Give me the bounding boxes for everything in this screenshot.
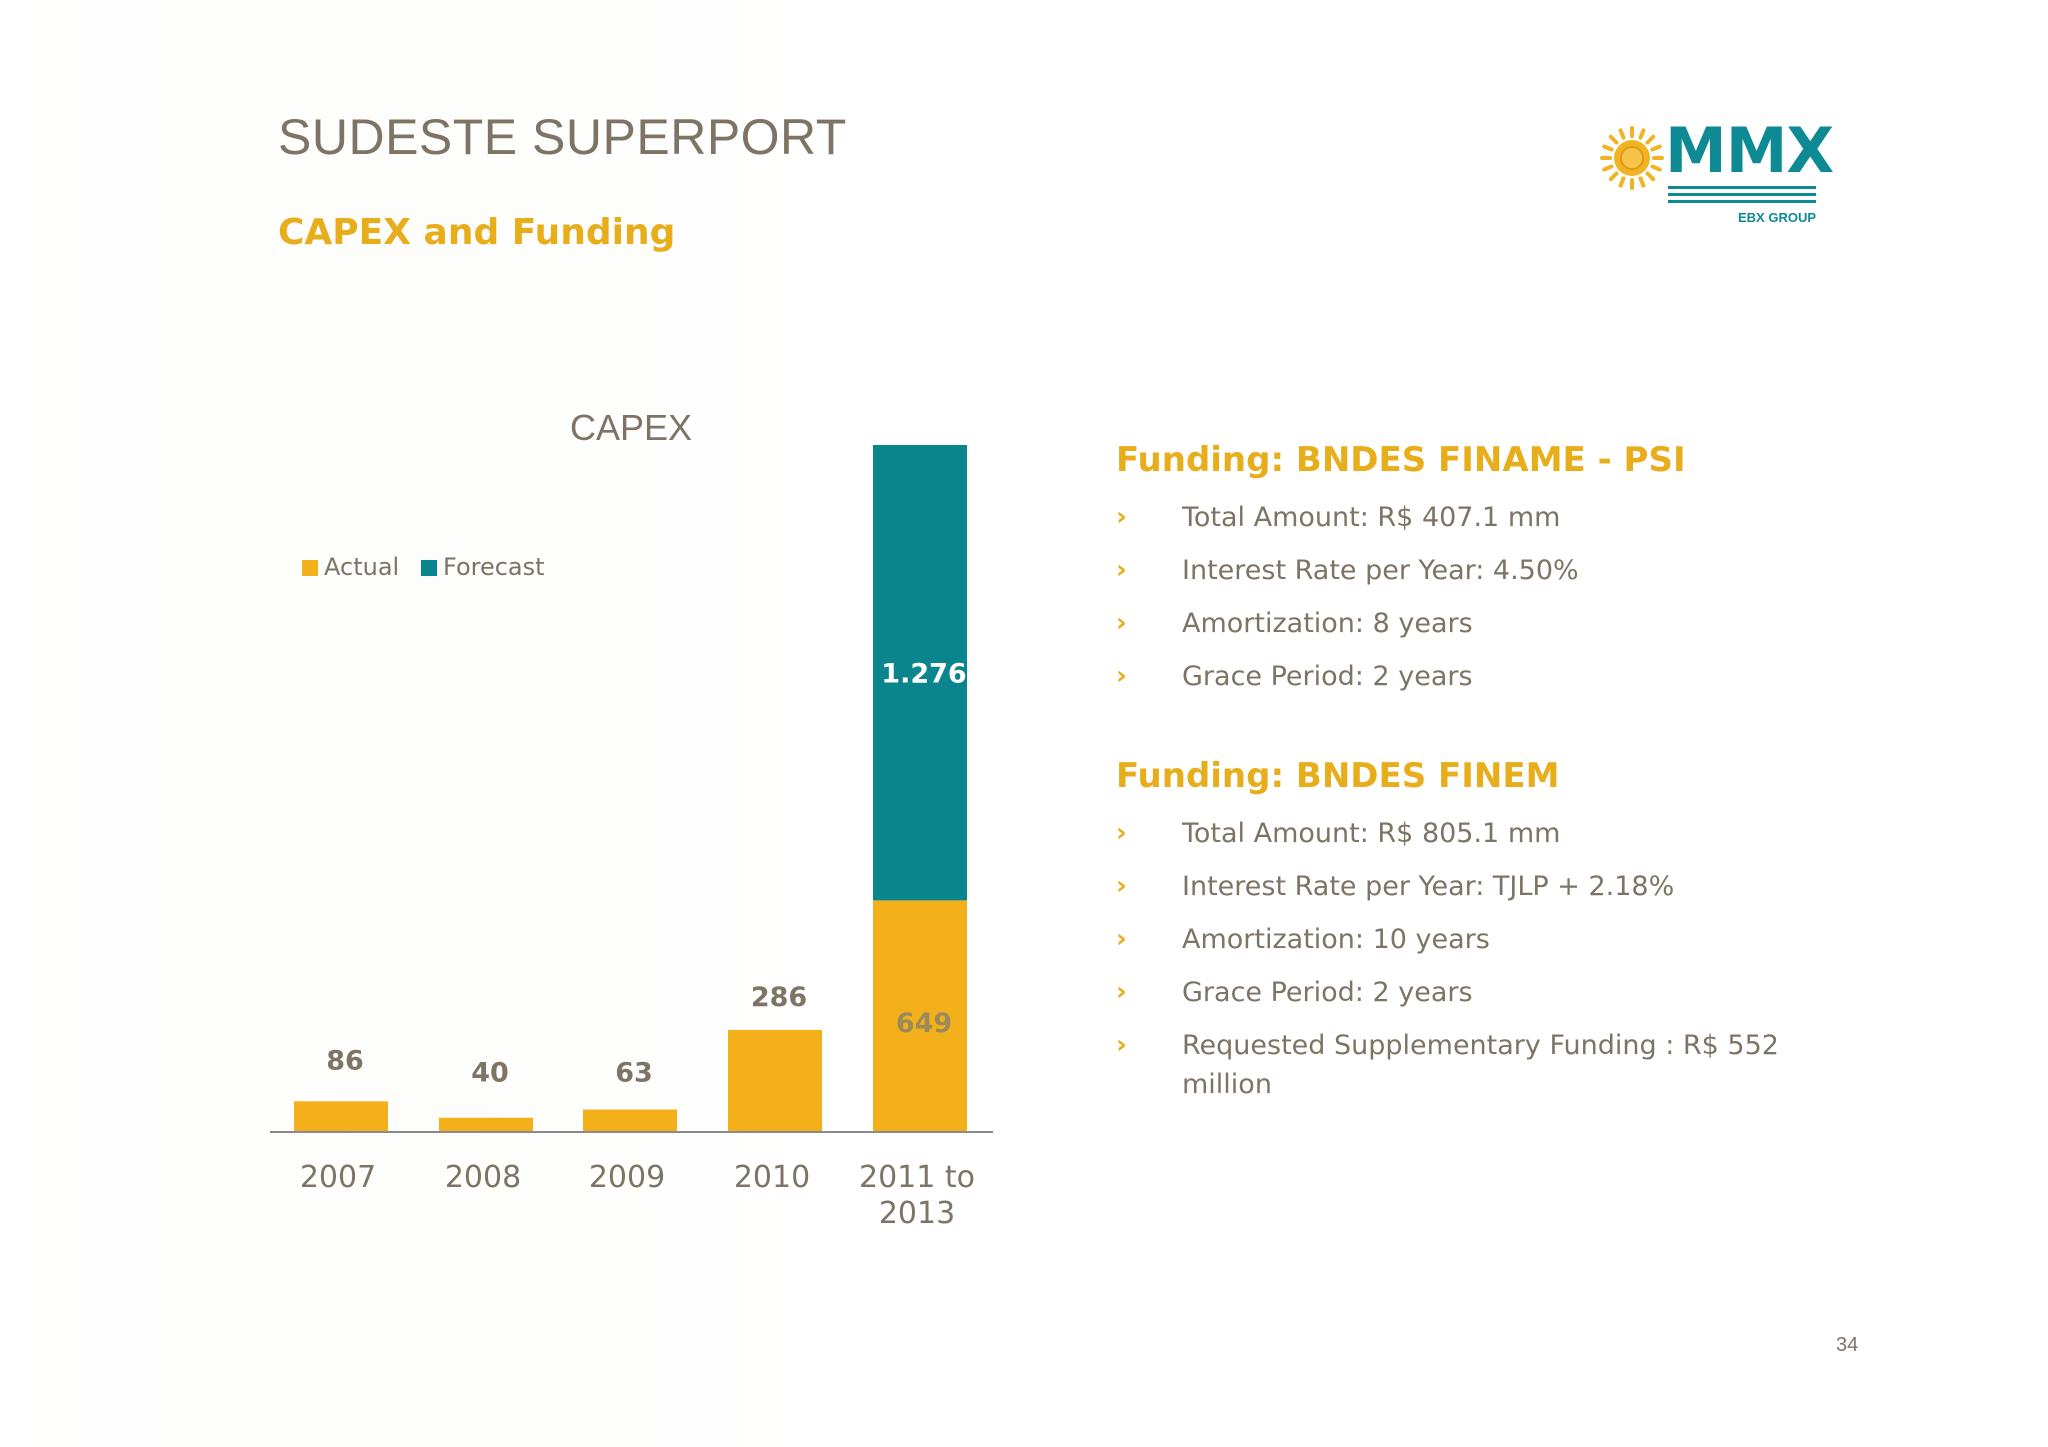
x-tick-label: 2013 xyxy=(879,1196,955,1231)
funding-section-finame: Funding: BNDES FINAME - PSI › Total Amoun… xyxy=(1116,440,1876,696)
x-tick-label: 2008 xyxy=(445,1160,521,1195)
x-tick-label: 2009 xyxy=(589,1160,665,1195)
x-tick-label: 2011 to xyxy=(859,1160,975,1195)
funding-panel: Funding: BNDES FINAME - PSI › Total Amoun… xyxy=(1116,440,1876,1118)
funding-title: Funding: BNDES FINAME - PSI xyxy=(1116,440,1686,480)
list-item-text: Interest Rate per Year: TJLP + 2.18% xyxy=(1182,871,1675,902)
x-tick-label: 2010 xyxy=(734,1160,810,1195)
chevron-right-icon: › xyxy=(1116,555,1127,585)
legend-label-actual: Actual xyxy=(324,553,399,581)
chart-title: CAPEX xyxy=(570,407,692,448)
list-item-text: Total Amount: R$ 805.1 mm xyxy=(1182,818,1561,849)
chevron-right-icon: › xyxy=(1116,608,1127,638)
page-subtitle: CAPEX and Funding xyxy=(278,212,676,253)
chevron-right-icon: › xyxy=(1116,977,1127,1007)
list-item-text: Grace Period: 2 years xyxy=(1182,977,1473,1008)
funding-title: Funding: BNDES FINEM xyxy=(1116,756,1560,796)
chevron-right-icon: › xyxy=(1116,818,1127,848)
capex-chart: CAPEX Actual Forecast 86 2007 40 2008 63 2009 286… xyxy=(260,390,1020,1250)
bar-forecast xyxy=(873,445,967,901)
list-item-text: Interest Rate per Year: 4.50% xyxy=(1182,555,1579,586)
chevron-right-icon: › xyxy=(1116,924,1127,954)
bar-actual xyxy=(728,1029,822,1132)
list-item: › Interest Rate per Year: 4.50% xyxy=(1116,551,1876,590)
bar-actual xyxy=(583,1109,677,1132)
legend-swatch-forecast xyxy=(421,560,437,576)
list-item: › Total Amount: R$ 407.1 mm xyxy=(1116,498,1876,537)
capex-chart-svg: CAPEX Actual Forecast 86 2007 40 2008 63 2009 286… xyxy=(270,407,993,1231)
list-item: › Amortization: 10 years xyxy=(1116,920,1876,959)
data-label-actual: 40 xyxy=(471,1058,509,1089)
bar-actual xyxy=(294,1101,388,1132)
funding-list: › Total Amount: R$ 407.1 mm › Interest Rat… xyxy=(1116,498,1876,696)
list-item-text: Total Amount: R$ 407.1 mm xyxy=(1182,502,1561,533)
legend-swatch-actual xyxy=(302,560,318,576)
legend-label-forecast: Forecast xyxy=(443,553,545,581)
bar-actual xyxy=(873,900,967,1132)
list-item: › Amortization: 8 years xyxy=(1116,604,1876,643)
data-label-forecast: 1.276 xyxy=(881,659,966,690)
page-number: 34 xyxy=(1836,1334,1859,1356)
logo-tagline: EBX GROUP xyxy=(1737,210,1816,225)
logo-wordmark: MMX xyxy=(1665,114,1834,187)
list-item: › Grace Period: 2 years xyxy=(1116,973,1876,1012)
data-label-actual: 63 xyxy=(615,1058,653,1089)
funding-section-finem: Funding: BNDES FINEM › Total Amount: R$ 8… xyxy=(1116,756,1876,1104)
list-item: › Requested Supplementary Funding : R$ 55… xyxy=(1116,1026,1876,1104)
data-label-actual: 86 xyxy=(326,1045,364,1076)
list-item-text: Amortization: 8 years xyxy=(1182,608,1473,639)
list-item: › Grace Period: 2 years xyxy=(1116,657,1876,696)
chevron-right-icon: › xyxy=(1116,661,1127,691)
list-item: › Interest Rate per Year: TJLP + 2.18% xyxy=(1116,867,1876,906)
page-title: SUDESTE SUPERPORT xyxy=(278,109,847,165)
chevron-right-icon: › xyxy=(1116,502,1127,532)
list-item-text: Grace Period: 2 years xyxy=(1182,661,1473,692)
chevron-right-icon: › xyxy=(1116,1030,1127,1060)
data-label-actual: 286 xyxy=(751,982,807,1013)
list-item: › Total Amount: R$ 805.1 mm xyxy=(1116,814,1876,853)
chevron-right-icon: › xyxy=(1116,871,1127,901)
data-label-actual: 649 xyxy=(896,1008,952,1039)
list-item-text: Amortization: 10 years xyxy=(1182,924,1490,955)
logo-stripes xyxy=(1668,186,1816,207)
logo: MMX EBX GROUP xyxy=(1600,114,1834,230)
sun-icon xyxy=(1600,126,1664,190)
funding-list: › Total Amount: R$ 805.1 mm › Interest Rat… xyxy=(1116,814,1876,1104)
bar-actual xyxy=(439,1117,533,1132)
x-tick-label: 2007 xyxy=(300,1160,376,1195)
list-item-text: Requested Supplementary Funding : R$ 552… xyxy=(1182,1030,1779,1100)
